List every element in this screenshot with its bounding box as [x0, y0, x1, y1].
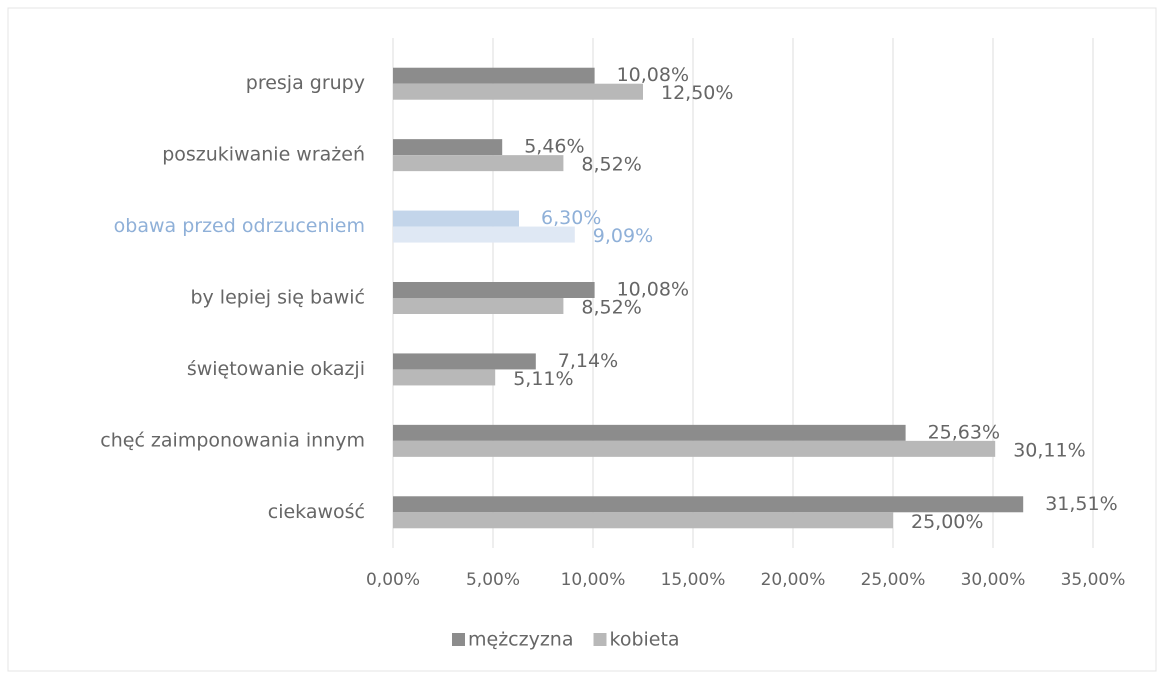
x-tick-label: 15,00%: [661, 570, 726, 590]
value-label: 8,52%: [581, 154, 641, 176]
bar: [393, 67, 595, 84]
chart-frame: [7, 7, 1157, 672]
category-label: by lepiej się bawić: [190, 287, 365, 309]
legend-swatch: [593, 633, 607, 646]
value-label: 5,11%: [513, 368, 573, 390]
category-label: obawa przed odrzuceniem: [114, 215, 365, 237]
x-tick-label: 25,00%: [861, 570, 926, 590]
value-label: 25,63%: [928, 421, 1000, 443]
bar: [393, 155, 564, 172]
legend-label: kobieta: [610, 629, 680, 651]
bar: [393, 210, 519, 227]
bar: [393, 83, 643, 100]
x-tick-label: 30,00%: [961, 570, 1026, 590]
x-tick-label: 20,00%: [761, 570, 826, 590]
value-label: 8,52%: [581, 297, 641, 319]
x-tick-label: 0,00%: [366, 570, 420, 590]
bar: [393, 353, 536, 370]
x-tick-label: 10,00%: [561, 570, 626, 590]
bar: [393, 496, 1024, 513]
bar: [393, 424, 906, 441]
bar: [393, 282, 595, 298]
value-label: 5,46%: [524, 136, 584, 158]
legend-label: mężczyzna: [468, 629, 574, 651]
category-label: chęć zaimponowania innym: [100, 429, 365, 451]
value-label: 12,50%: [661, 82, 733, 104]
bar: [393, 369, 496, 386]
value-label: 10,08%: [617, 279, 689, 301]
value-label: 10,08%: [617, 64, 689, 86]
value-label: 30,11%: [1013, 439, 1085, 461]
category-label: presja grupy: [246, 72, 365, 94]
value-label: 31,51%: [1045, 493, 1117, 515]
bar: [393, 226, 575, 243]
value-label: 9,09%: [593, 225, 653, 247]
bar: [393, 298, 564, 314]
value-label: 7,14%: [558, 350, 618, 372]
bar: [393, 512, 893, 529]
bar: [393, 440, 996, 457]
category-label: poszukiwanie wrażeń: [162, 144, 365, 166]
legend-swatch: [452, 633, 465, 646]
value-label: 6,30%: [541, 207, 601, 229]
category-label: ciekawość: [268, 501, 365, 523]
value-label: 25,00%: [911, 511, 983, 533]
x-tick-label: 35,00%: [1061, 570, 1126, 590]
bar: [393, 139, 503, 156]
category-label: świętowanie okazji: [187, 358, 365, 380]
x-tick-label: 5,00%: [466, 570, 520, 590]
